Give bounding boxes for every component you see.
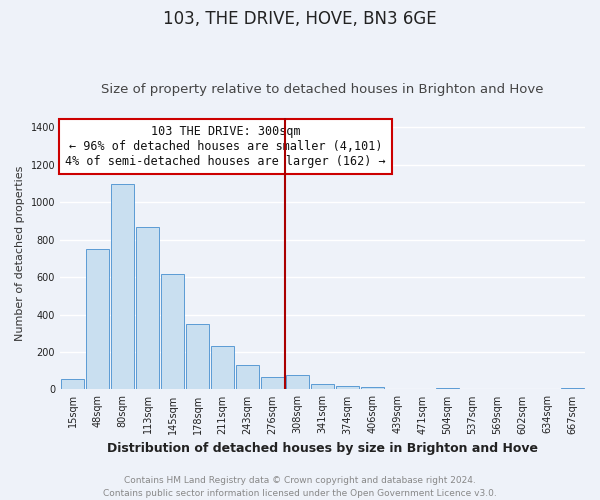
Bar [211,346,234,390]
Title: Size of property relative to detached houses in Brighton and Hove: Size of property relative to detached ho… [101,83,544,96]
Bar [361,386,384,390]
X-axis label: Distribution of detached houses by size in Brighton and Hove: Distribution of detached houses by size … [107,442,538,455]
Bar [86,249,109,390]
Text: 103 THE DRIVE: 300sqm
← 96% of detached houses are smaller (4,101)
4% of semi-de: 103 THE DRIVE: 300sqm ← 96% of detached … [65,125,386,168]
Bar [136,226,159,390]
Bar [336,386,359,390]
Bar [236,365,259,390]
Y-axis label: Number of detached properties: Number of detached properties [15,166,25,342]
Bar [161,274,184,390]
Bar [561,388,584,390]
Bar [261,378,284,390]
Bar [436,388,459,390]
Text: 103, THE DRIVE, HOVE, BN3 6GE: 103, THE DRIVE, HOVE, BN3 6GE [163,10,437,28]
Bar [186,324,209,390]
Bar [311,384,334,390]
Text: Contains HM Land Registry data © Crown copyright and database right 2024.
Contai: Contains HM Land Registry data © Crown c… [103,476,497,498]
Bar [111,184,134,390]
Bar [286,376,309,390]
Bar [61,379,84,390]
